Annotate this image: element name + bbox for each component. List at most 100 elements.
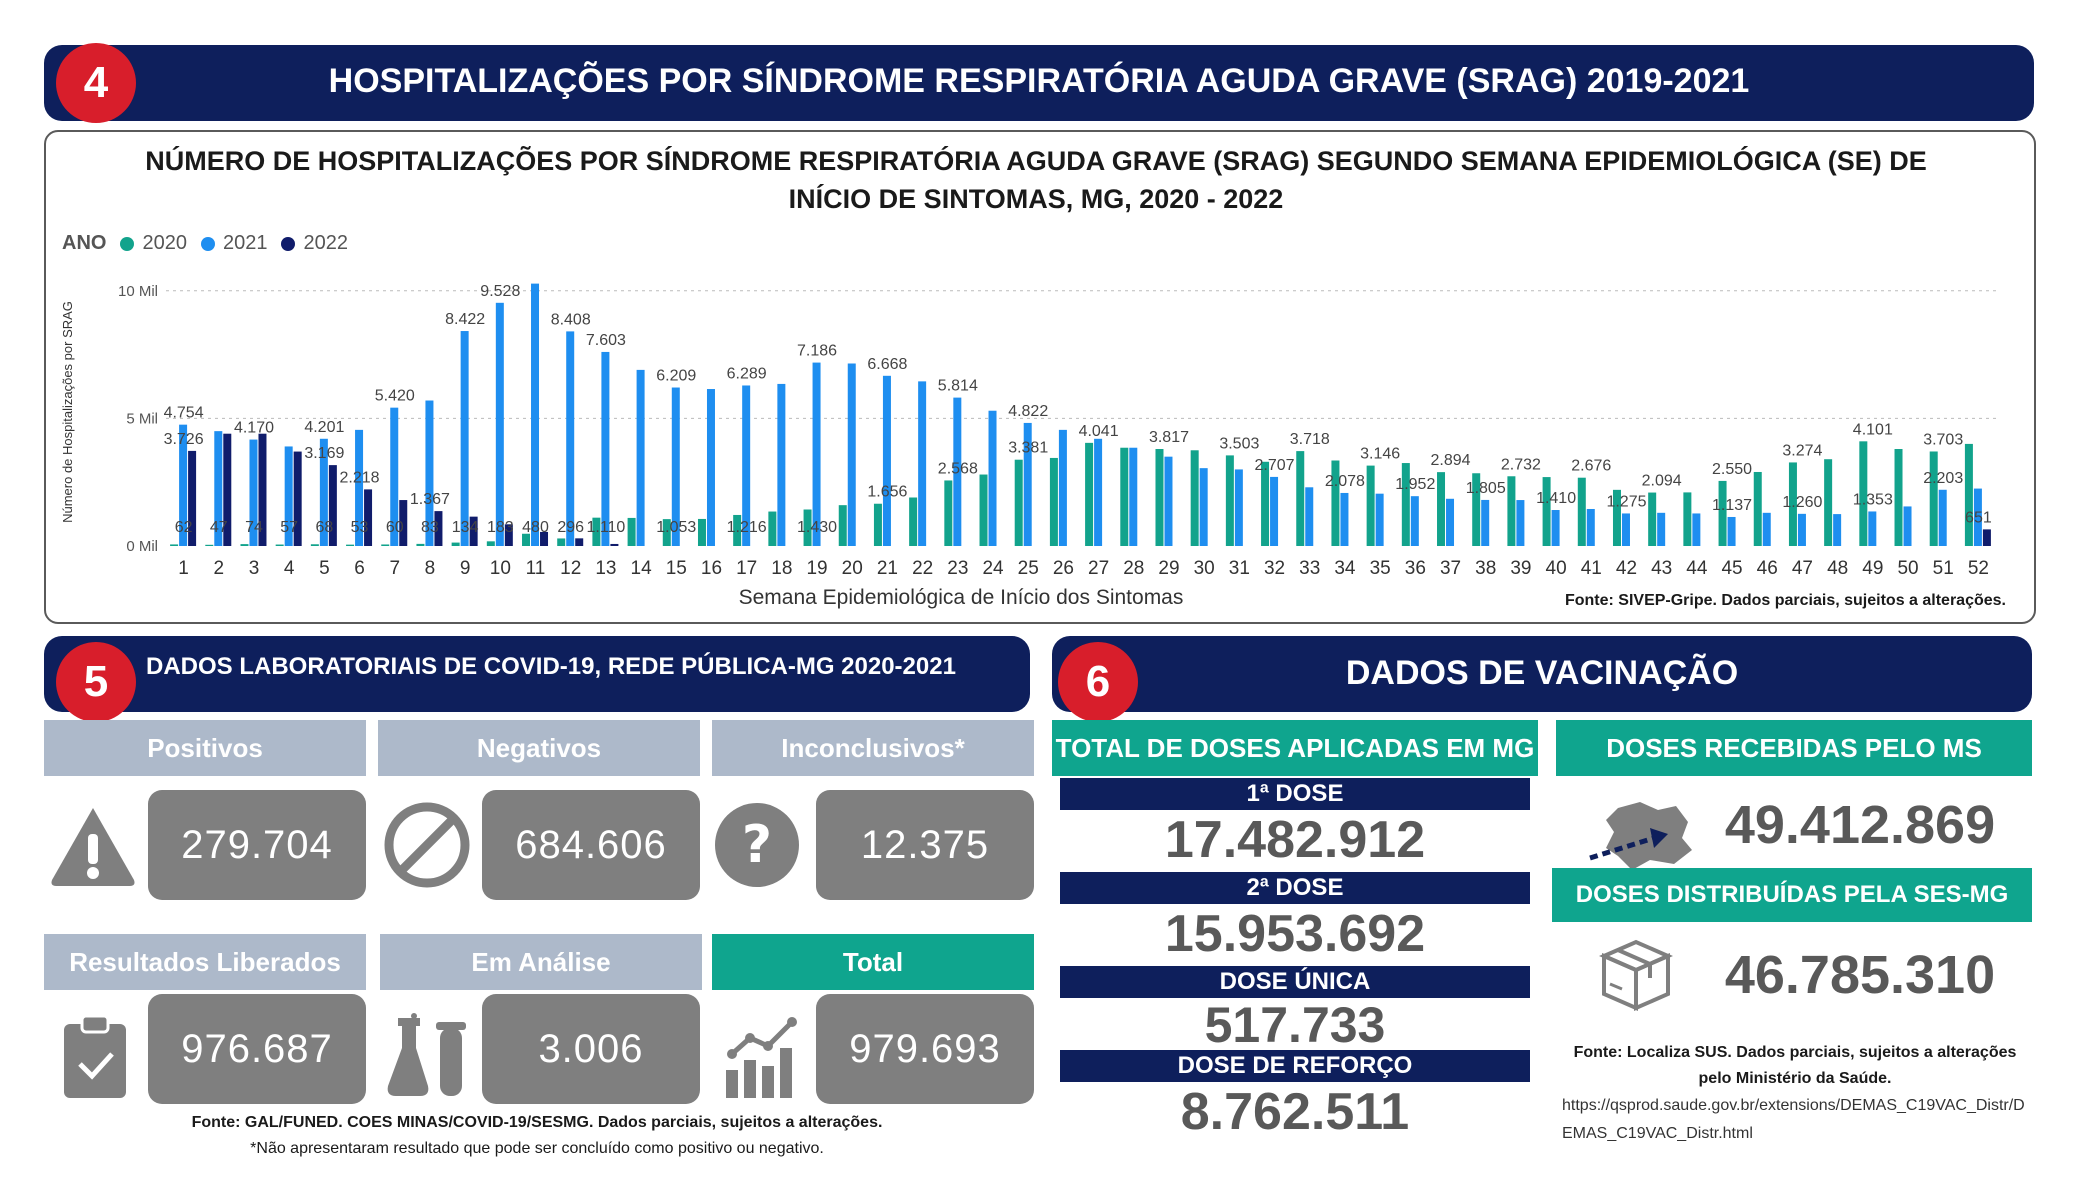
clipboard-check-icon (64, 1014, 126, 1098)
bar-2021-se30 (1199, 468, 1208, 546)
x-tick-label-35: 35 (1370, 558, 1391, 579)
data-label-2021-se47: 1.260 (1782, 494, 1822, 511)
growth-chart-icon (726, 1017, 797, 1098)
data-label-2020-se7: 60 (386, 519, 404, 536)
legend-dot-2020 (120, 236, 135, 251)
data-label-2020-se33: 3.718 (1290, 431, 1330, 448)
x-tick-label-25: 25 (1018, 558, 1039, 579)
em-analise-value: 3.006 (482, 994, 700, 1104)
data-label-2020-se13: 1.110 (586, 519, 625, 536)
bar-2020-se9 (451, 542, 460, 546)
bar-2021-se8 (425, 400, 434, 546)
data-label-2020-se43: 2.094 (1642, 473, 1682, 490)
section6-url[interactable]: https://qsprod.saude.gov.br/extensions/D… (1562, 1097, 2025, 1142)
bar-2021-se52 (1973, 488, 1982, 546)
bar-2020-se21 (873, 503, 882, 546)
bar-2020-se31 (1225, 455, 1234, 546)
bar-2020-se39 (1507, 476, 1516, 546)
y-tick-label-0: 0 Mil (126, 538, 158, 555)
data-label-2020-se31: 3.503 (1219, 435, 1259, 452)
bar-2021-se15 (671, 387, 680, 546)
bar-2022-se5 (328, 465, 337, 546)
x-tick-label-19: 19 (806, 558, 827, 579)
x-tick-label-18: 18 (771, 558, 792, 579)
bar-2021-se9 (460, 331, 469, 546)
data-label-2020-se49: 4.101 (1853, 421, 1893, 438)
distributed-header: DOSES DISTRIBUÍDAS PELA SES-MG (1552, 868, 2032, 922)
bar-2020-se26 (1049, 457, 1058, 546)
data-label-2021-se36: 1.952 (1395, 476, 1435, 493)
x-tick-label-32: 32 (1264, 558, 1285, 579)
bar-2021-se36 (1410, 496, 1419, 546)
section6-source: Fonte: Localiza SUS. Dados parciais, suj… (1573, 1044, 2017, 1087)
x-tick-label-3: 3 (249, 558, 260, 579)
x-tick-label-39: 39 (1510, 558, 1531, 579)
section6-title: DADOS DE VACINAÇÃO (1345, 654, 1739, 692)
bar-2020-se17 (733, 514, 742, 546)
total-value: 979.693 (816, 994, 1034, 1104)
x-tick-label-33: 33 (1299, 558, 1320, 579)
bar-2021-se13 (601, 351, 610, 546)
bar-2021-se31 (1234, 469, 1243, 546)
section4-header: 4 HOSPITALIZAÇÕES POR SÍNDROME RESPIRATÓ… (44, 43, 2034, 123)
x-tick-label-38: 38 (1475, 558, 1496, 579)
data-label-2022-se8: 1.367 (410, 491, 450, 508)
x-tick-label-15: 15 (666, 558, 687, 579)
bar-2020-se52 (1964, 443, 1973, 546)
x-tick-label-30: 30 (1194, 558, 1215, 579)
bar-2020-se44 (1683, 492, 1692, 546)
bar-2021-se3 (249, 439, 258, 546)
bar-2021-se35 (1375, 493, 1384, 546)
section6-header: 6 DADOS DE VACINAÇÃO (1052, 636, 2032, 722)
x-tick-label-28: 28 (1123, 558, 1144, 579)
bar-2021-se48 (1833, 514, 1842, 546)
bar-2021-se28 (1129, 447, 1138, 546)
legend-label-2021: 2021 (222, 232, 268, 254)
x-tick-label-41: 41 (1581, 558, 1602, 579)
dose-reforco-label: DOSE DE REFORÇO (1060, 1050, 1530, 1082)
bar-2021-se23 (953, 397, 962, 546)
bar-2022-se6 (364, 489, 373, 546)
bar-2021-se46 (1762, 512, 1771, 546)
x-tick-label-26: 26 (1053, 558, 1074, 579)
data-label-2021-se17: 6.289 (727, 365, 767, 382)
data-label-2020-se23: 2.568 (938, 460, 978, 477)
data-label-2020-se3: 74 (245, 519, 263, 536)
section5-footnote: *Não apresentaram resultado que pode ser… (250, 1140, 824, 1157)
bar-2020-se41 (1577, 477, 1586, 546)
x-tick-label-17: 17 (736, 558, 757, 579)
bar-2020-se33 (1296, 451, 1305, 546)
data-label-2020-se45: 2.550 (1712, 461, 1752, 478)
bar-2021-se25 (1023, 422, 1032, 546)
chart-frame: NÚMERO DE HOSPITALIZAÇÕES POR SÍNDROME R… (44, 130, 2036, 624)
bar-2020-se7 (381, 544, 390, 546)
data-label-2021-se34: 2.078 (1325, 473, 1365, 490)
bar-2020-se29 (1155, 449, 1164, 546)
bar-2020-se50 (1894, 449, 1903, 546)
data-label-2020-se21: 1.656 (867, 484, 907, 501)
bar-2021-se22 (918, 381, 927, 546)
data-label-2021-se25: 4.822 (1008, 403, 1048, 420)
bar-2022-se1 (188, 450, 197, 546)
data-label-2020-se35: 3.146 (1360, 446, 1400, 463)
box-icon (1599, 939, 1673, 1012)
minas-map-icon (1589, 802, 1692, 870)
bar-2021-se43 (1657, 512, 1666, 546)
bar-2021-se21 (882, 375, 891, 546)
bar-2020-se34 (1331, 460, 1340, 546)
bar-2021-se42 (1621, 513, 1630, 546)
data-label-2020-se8: 83 (421, 519, 439, 536)
bar-2021-se47 (1797, 513, 1806, 546)
bar-2020-se49 (1859, 441, 1868, 546)
section4-badge: 4 (56, 43, 136, 123)
received-value: 49.412.869 (1724, 795, 1996, 855)
bar-2020-se27 (1085, 442, 1094, 546)
bar-2021-se1 (179, 424, 188, 546)
x-tick-label-2: 2 (213, 558, 224, 579)
data-label-2021-se10: 9.528 (480, 283, 520, 300)
section4-title: HOSPITALIZAÇÕES POR SÍNDROME RESPIRATÓRI… (328, 62, 1750, 100)
x-tick-label-13: 13 (595, 558, 616, 579)
bar-2020-se14 (627, 517, 636, 546)
data-label-2022-se5: 3.169 (304, 445, 344, 462)
bar-2021-se29 (1164, 456, 1173, 546)
